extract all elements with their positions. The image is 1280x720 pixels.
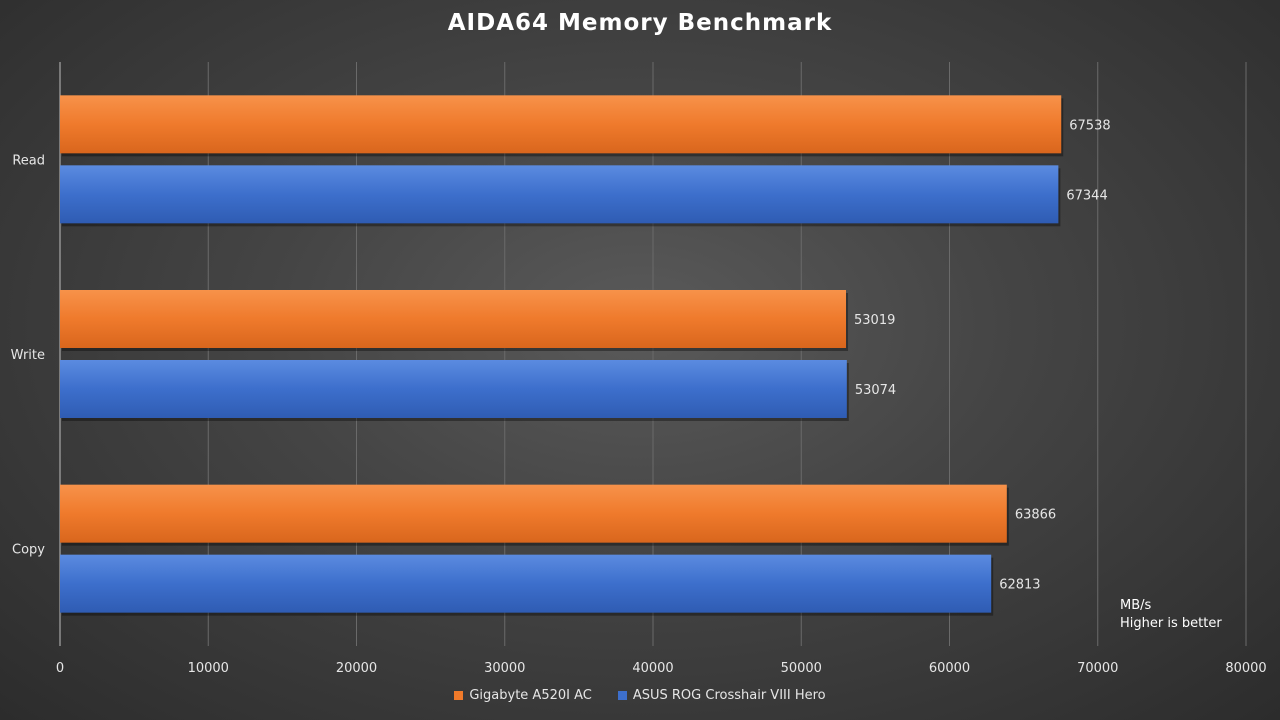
chart-note: MB/s Higher is better (1120, 597, 1222, 633)
higher-is-better-label: Higher is better (1120, 616, 1222, 631)
x-tick-label: 60000 (929, 661, 970, 676)
x-tick-label: 80000 (1225, 661, 1266, 676)
x-tick-label: 10000 (188, 661, 229, 676)
bar (60, 290, 847, 348)
legend-item-asus: ASUS ROG Crosshair VIII Hero (617, 688, 826, 703)
legend-label-gigabyte: Gigabyte A520I AC (469, 688, 592, 703)
legend-swatch-asus (617, 691, 627, 700)
data-label: 53019 (854, 313, 895, 328)
data-label: 67538 (1069, 118, 1110, 133)
legend-item-gigabyte: Gigabyte A520I AC (454, 688, 592, 703)
category-label: Read (12, 153, 45, 168)
category-label: Copy (12, 543, 45, 558)
x-tick-label: 70000 (1077, 661, 1118, 676)
x-tick-label: 30000 (484, 661, 525, 676)
data-label: 53074 (855, 383, 896, 398)
data-label: 63866 (1015, 508, 1056, 523)
legend-label-asus: ASUS ROG Crosshair VIII Hero (632, 688, 826, 703)
bar (60, 360, 847, 418)
bar (60, 95, 1062, 154)
data-label: 67344 (1066, 188, 1107, 203)
data-label: 62813 (999, 578, 1040, 593)
legend-swatch-gigabyte (454, 691, 464, 700)
x-tick-label: 20000 (336, 661, 377, 676)
bar (60, 165, 1059, 224)
bar (60, 484, 1007, 543)
x-tick-label: 50000 (781, 661, 822, 676)
category-label: Write (11, 348, 45, 363)
bar (60, 554, 992, 613)
unit-label: MB/s (1120, 598, 1152, 613)
chart-title: AIDA64 Memory Benchmark (447, 10, 833, 36)
chart-legend: Gigabyte A520I AC ASUS ROG Crosshair VII… (0, 688, 1280, 703)
x-tick-label: 0 (56, 661, 64, 676)
x-tick-label: 40000 (632, 661, 673, 676)
